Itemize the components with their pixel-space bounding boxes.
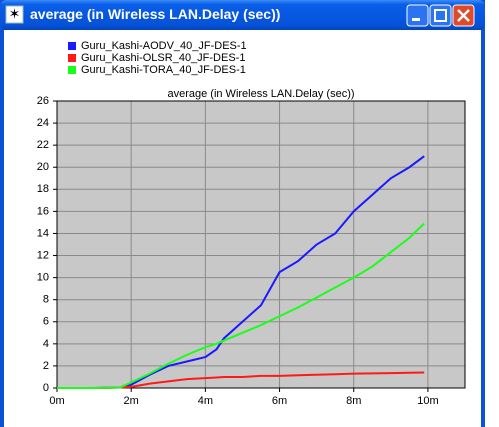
- y-tick-label: 24: [37, 117, 49, 129]
- y-tick-label: 4: [43, 338, 49, 350]
- y-tick-label: 0: [43, 382, 49, 394]
- y-tick-label: 16: [37, 205, 49, 217]
- y-tick-label: 18: [37, 183, 49, 195]
- window-icon: [5, 5, 24, 24]
- maximize-button[interactable]: [429, 4, 452, 27]
- x-tick-label: 8m: [346, 395, 361, 407]
- plot-area: [57, 101, 465, 388]
- series-line: [57, 222, 425, 389]
- plot-border: [56, 100, 466, 389]
- y-tick-label: 26: [37, 95, 49, 107]
- y-tick-label: 8: [43, 294, 49, 306]
- minimize-glyph: [412, 18, 420, 21]
- y-tick-label: 6: [43, 316, 49, 328]
- x-tick-label: 0m: [49, 395, 64, 407]
- icon-glyph: ✶: [9, 6, 21, 22]
- x-tick-label: 4m: [198, 395, 213, 407]
- legend-swatch: [68, 42, 76, 50]
- y-tick-label: 22: [37, 139, 49, 151]
- y-tick-label: 2: [43, 360, 49, 372]
- x-tick-label: 2m: [124, 395, 139, 407]
- series-line: [57, 371, 425, 389]
- y-tick-label: 14: [37, 227, 49, 239]
- y-tick-label: 20: [37, 161, 49, 173]
- legend-label: Guru_Kashi-AODV_40_JF-DES-1: [81, 40, 247, 52]
- x-tick-label: 10m: [417, 395, 438, 407]
- minimize-button[interactable]: [406, 4, 429, 27]
- legend-label: Guru_Kashi-OLSR_40_JF-DES-1: [81, 52, 245, 64]
- title-bar: [0, 0, 485, 30]
- close-glyph: [457, 9, 470, 22]
- y-tick-label: 10: [37, 272, 49, 284]
- legend-label: Guru_Kashi-TORA_40_JF-DES-1: [81, 64, 246, 76]
- series-line: [57, 155, 425, 389]
- y-tick-label: 12: [37, 249, 49, 261]
- maximize-glyph: [434, 9, 447, 22]
- chart-title: average (in Wireless LAN.Delay (sec)): [167, 88, 354, 100]
- legend-swatch: [68, 54, 76, 62]
- window-title: average (in Wireless LAN.Delay (sec)): [30, 6, 280, 22]
- window-buttons: [406, 4, 475, 27]
- x-tick-label: 6m: [272, 395, 287, 407]
- legend-swatch: [68, 66, 76, 74]
